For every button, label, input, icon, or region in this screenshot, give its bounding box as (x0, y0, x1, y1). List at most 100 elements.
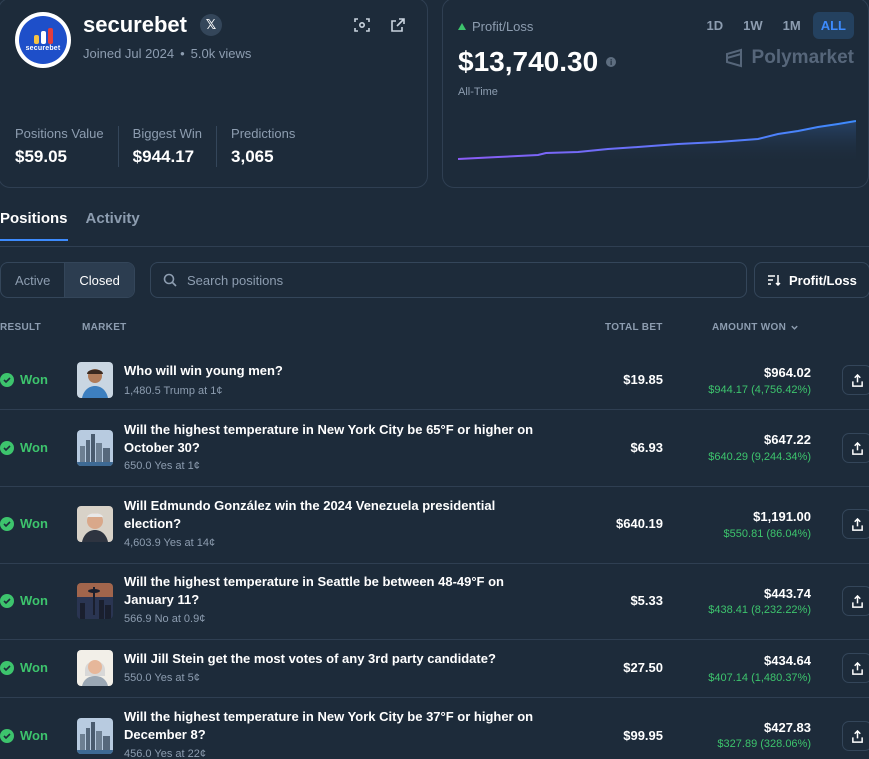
amount-won: $427.83 (764, 720, 811, 735)
person-photo-icon (77, 362, 113, 398)
result-label: Won (20, 372, 48, 387)
info-icon[interactable]: i (606, 57, 617, 67)
total-bet: $6.93 (630, 440, 663, 455)
stat-positions-value: Positions Value $59.05 (15, 126, 119, 167)
segment-active[interactable]: Active (15, 272, 51, 288)
table-row[interactable]: Won Will Jill Stein get the most votes o… (0, 640, 869, 698)
username: securebet (83, 12, 187, 37)
share-icon (851, 661, 863, 675)
stat-value: $59.05 (15, 147, 67, 166)
table-row[interactable]: Won Who will win young men? 1,480.5 Trum… (0, 350, 869, 410)
share-icon (851, 517, 863, 531)
status-segmented-control: Active Closed (0, 262, 135, 298)
result-label: Won (20, 593, 48, 608)
search-icon (163, 273, 177, 287)
nyc-skyline-icon (77, 430, 113, 466)
stat-predictions: Predictions 3,065 (231, 126, 309, 167)
total-bet: $27.50 (623, 660, 663, 675)
market-thumbnail (77, 430, 113, 466)
header-total-bet[interactable]: TOTAL BET (605, 322, 663, 333)
header-amount-won[interactable]: AMOUNT WON (712, 322, 799, 333)
table-row[interactable]: Won Will the highest temperature in Seat… (0, 564, 869, 640)
sort-button[interactable]: Profit/Loss (754, 262, 869, 298)
market-title[interactable]: Will the highest temperature in Seattle … (124, 574, 504, 607)
amount-won: $647.22 (764, 432, 811, 447)
market-title[interactable]: Will Edmundo González win the 2024 Venez… (124, 498, 496, 531)
range-tab-all[interactable]: ALL (812, 12, 854, 39)
market-thumbnail (77, 650, 113, 686)
view-count: 5.0k views (190, 46, 252, 61)
result-label: Won (20, 440, 48, 455)
total-bet: $5.33 (630, 593, 663, 608)
range-tabs: 1D 1W 1M ALL (699, 12, 854, 39)
share-button[interactable] (842, 365, 869, 395)
seattle-skyline-icon (77, 583, 113, 619)
range-tab-1m[interactable]: 1M (782, 18, 801, 33)
market-title[interactable]: Will Jill Stein get the most votes of an… (124, 651, 496, 666)
stat-value: $944.17 (132, 147, 195, 166)
avatar: securebet (15, 12, 71, 68)
x-profile-link-icon[interactable]: 𝕏 (200, 14, 222, 36)
external-link-icon[interactable] (390, 17, 408, 35)
header-result: RESULT (0, 322, 42, 333)
share-button[interactable] (842, 721, 869, 751)
share-button[interactable] (842, 509, 869, 539)
scan-icon[interactable] (354, 17, 372, 35)
result-won: Won (0, 516, 48, 531)
table-row[interactable]: Won Will the highest temperature in New … (0, 698, 869, 759)
pnl-period: All-Time (458, 86, 498, 98)
result-won: Won (0, 660, 48, 675)
amount-won: $1,191.00 (753, 509, 811, 524)
tab-positions[interactable]: Positions (0, 210, 68, 241)
segment-closed[interactable]: Closed (64, 263, 134, 297)
share-button[interactable] (842, 433, 869, 463)
search-input[interactable] (187, 272, 727, 288)
total-bet: $640.19 (616, 516, 663, 531)
tab-activity[interactable]: Activity (85, 210, 140, 227)
meta-separator: • (180, 46, 185, 61)
pnl-line (458, 120, 856, 160)
share-icon (851, 441, 863, 455)
range-tab-1d[interactable]: 1D (706, 18, 724, 33)
tabs-divider (0, 246, 869, 247)
check-circle-icon (0, 440, 14, 455)
result-won: Won (0, 372, 48, 387)
result-won: Won (0, 440, 48, 455)
profit-gain: $640.29 (9,244.34%) (708, 451, 811, 463)
share-button[interactable] (842, 653, 869, 683)
check-circle-icon (0, 728, 14, 743)
market-position: 4,603.9 Yes at 14¢ (124, 537, 216, 549)
profile-meta: Joined Jul 2024 • 5.0k views (83, 46, 251, 61)
result-label: Won (20, 516, 48, 531)
pnl-value: $13,740.30 (458, 46, 599, 77)
market-thumbnail (77, 718, 113, 754)
table-row[interactable]: Won Will the highest temperature in New … (0, 410, 869, 487)
main-tabs: Positions Activity (0, 210, 140, 241)
pnl-value-row: $13,740.30 i (458, 46, 617, 78)
stat-label: Positions Value (15, 126, 104, 141)
person-photo-icon (77, 650, 113, 686)
market-title[interactable]: Who will win young men? (124, 363, 283, 378)
check-circle-icon (0, 593, 14, 608)
stat-biggest-win: Biggest Win $944.17 (132, 126, 218, 167)
share-icon (851, 729, 863, 743)
share-button[interactable] (842, 586, 869, 616)
amount-won: $964.02 (764, 365, 811, 380)
total-bet: $19.85 (623, 372, 663, 387)
joined-date: Joined Jul 2024 (83, 46, 175, 61)
market-position: 1,480.5 Trump at 1¢ (124, 385, 223, 397)
market-thumbnail (77, 362, 113, 398)
avatar-text: securebet (25, 45, 61, 52)
market-position: 456.0 Yes at 22¢ (124, 748, 206, 759)
result-label: Won (20, 728, 48, 743)
market-title[interactable]: Will the highest temperature in New York… (124, 709, 534, 742)
range-tab-1w[interactable]: 1W (743, 18, 763, 33)
pnl-area (458, 121, 856, 164)
profit-gain: $407.14 (1,480.37%) (708, 672, 811, 684)
share-icon (851, 373, 863, 387)
market-title[interactable]: Will the highest temperature in New York… (124, 422, 534, 455)
table-row[interactable]: Won Will Edmundo González win the 2024 V… (0, 487, 869, 564)
share-icon (851, 594, 863, 608)
search-box (150, 262, 747, 298)
